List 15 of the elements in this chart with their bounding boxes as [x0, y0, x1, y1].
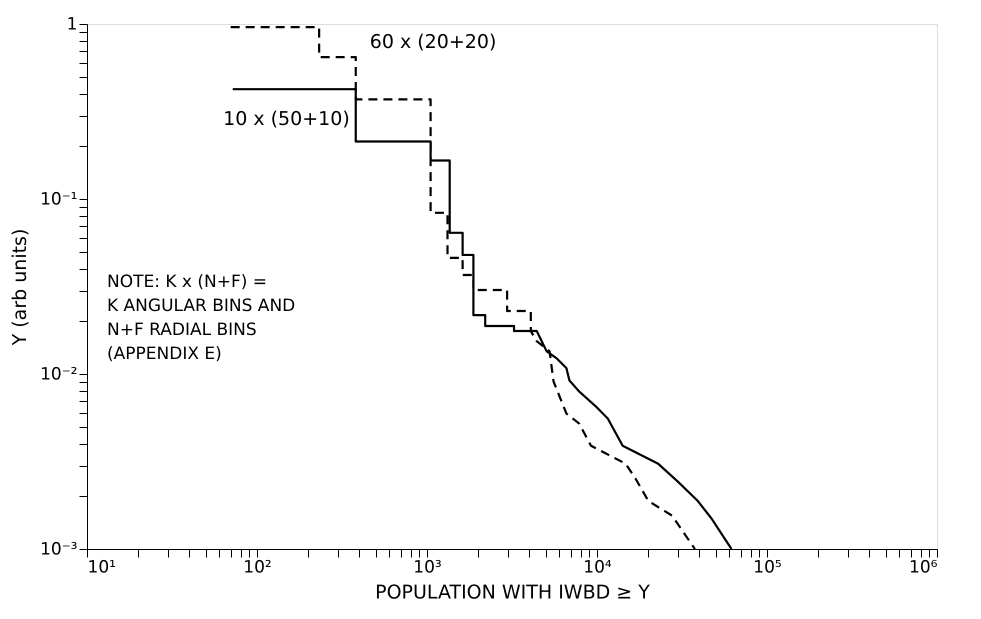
annotation: NOTE: K x (N+F) = K ANGULAR BINS AND N+F RADIAL BINS (APPENDIX E): [107, 272, 296, 364]
series-label: 60 x (20+20): [370, 31, 496, 54]
x-tick-label: 10⁵: [753, 558, 782, 578]
x-tick-label: 10⁶: [909, 558, 938, 578]
x-tick-label: 10⁴: [583, 558, 612, 578]
y-tick-label: 10⁻¹: [40, 190, 78, 210]
y-tick-label: 1: [66, 14, 78, 34]
y-tick-label: 10⁻²: [40, 364, 78, 384]
series-label: 10 x (50+10): [223, 108, 350, 130]
y-tick-label: 10⁻³: [40, 540, 78, 560]
x-tick-label: 10³: [413, 558, 442, 578]
x-tick-label: 10²: [243, 558, 272, 578]
x-axis-title: POPULATION WITH IWBD ≥ Y: [375, 582, 650, 604]
y-axis-title: Y (arb units): [9, 228, 32, 346]
x-tick-label: 10¹: [88, 558, 116, 578]
